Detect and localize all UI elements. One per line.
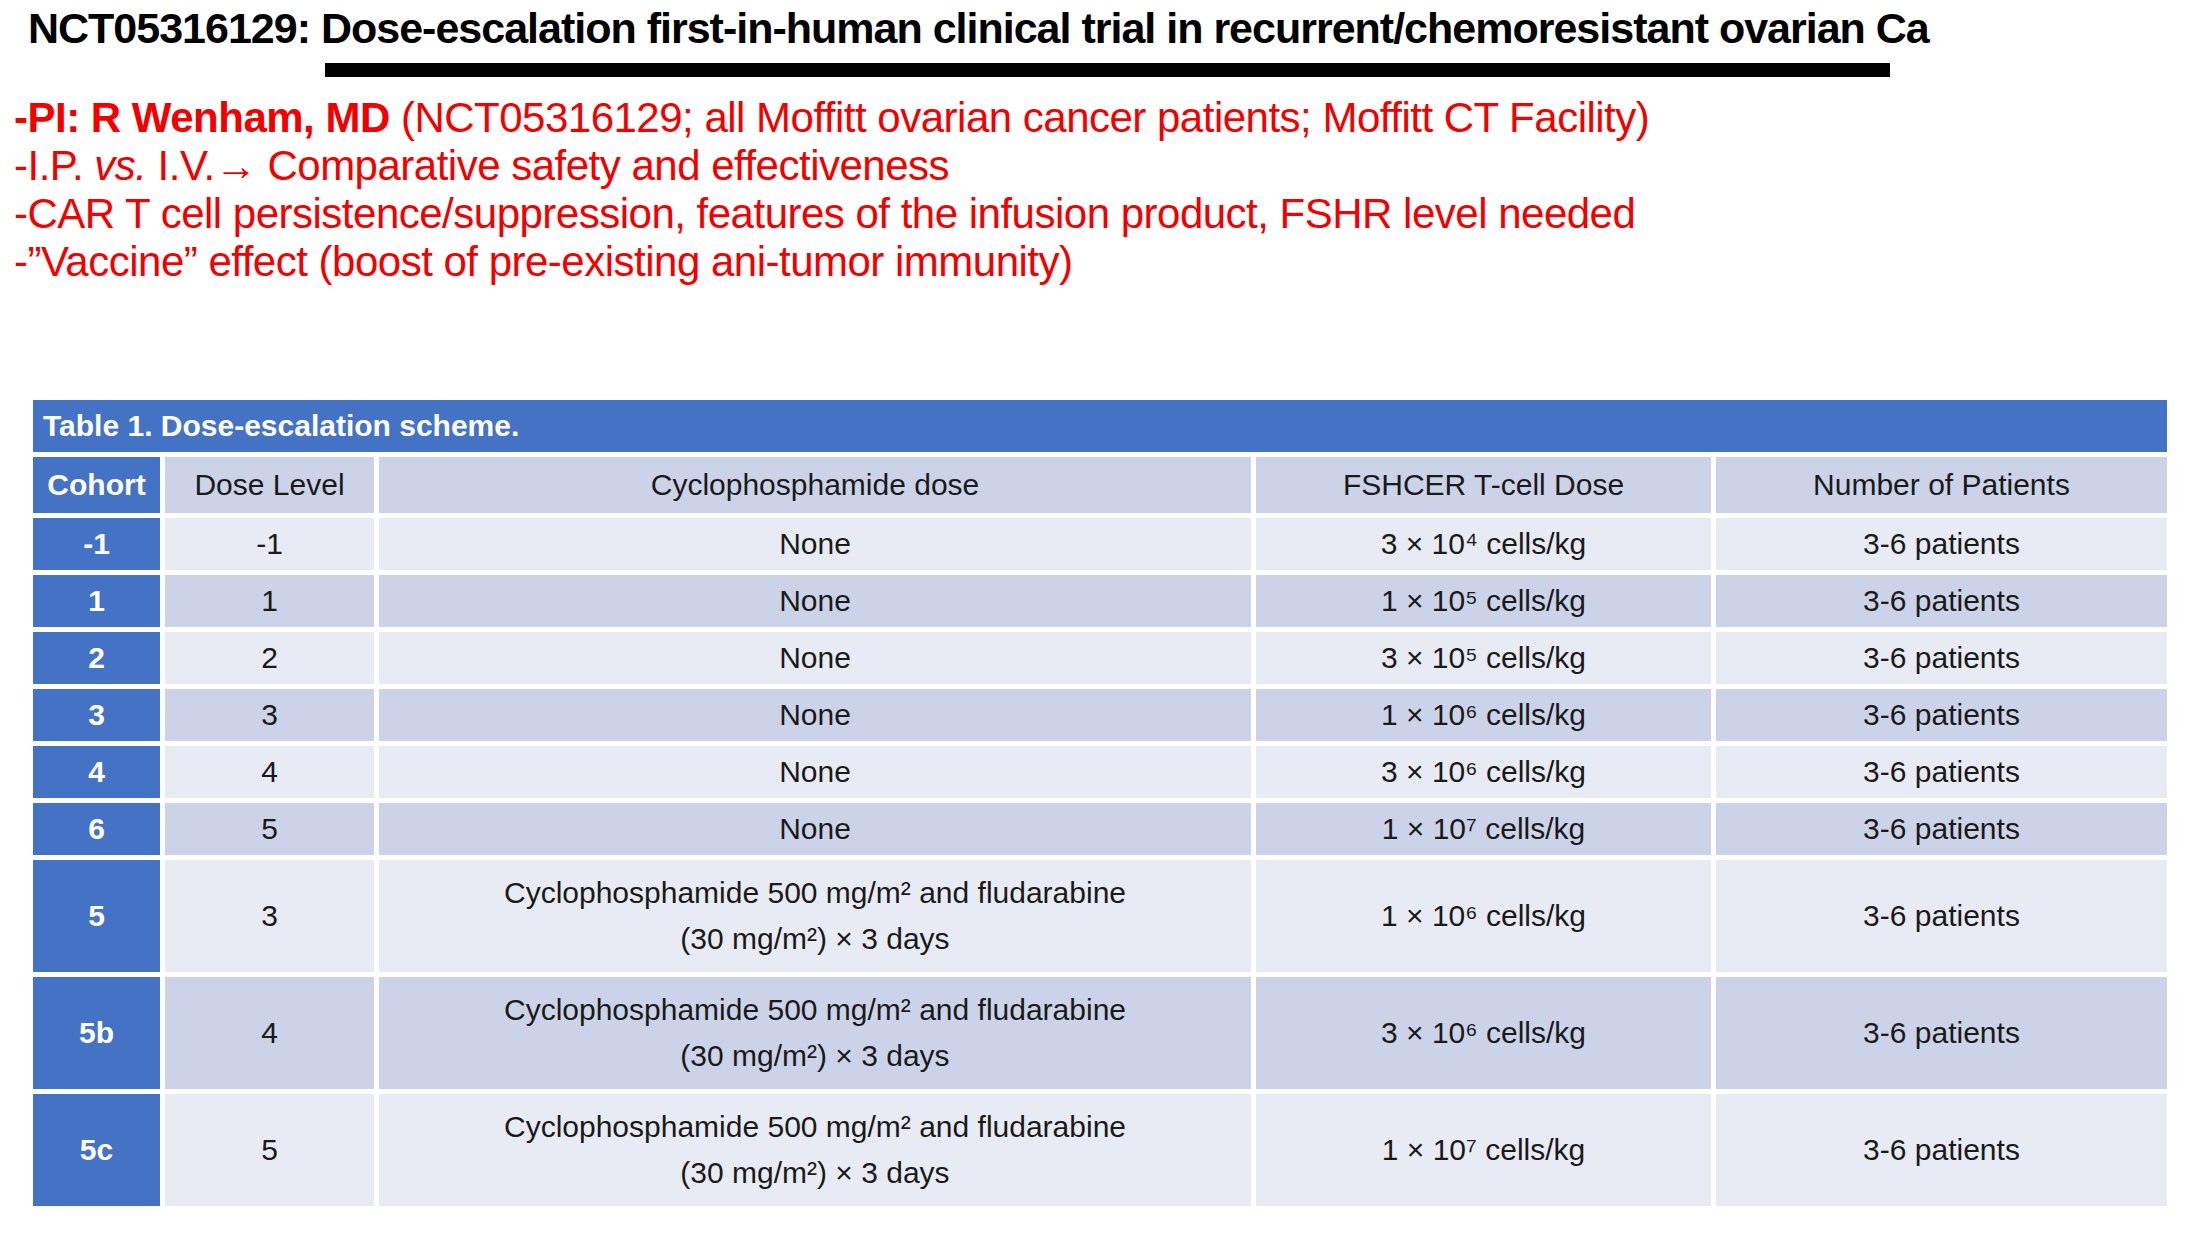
table-row: 1 1 None 1 × 10⁵ cells/kg 3-6 patients [33,575,2167,627]
cell-dose-level: 5 [165,803,374,855]
bullet-vaccine-line: -”Vaccine” effect (boost of pre-existing… [14,238,2184,286]
cell-cohort: 4 [33,746,160,798]
cell-cyclophosphamide: Cyclophosphamide 500 mg/m² and fludarabi… [379,860,1251,972]
route-pre: -I.P. [14,142,94,189]
cell-cyclophosphamide: None [379,689,1251,741]
cyclo-text-line1: Cyclophosphamide 500 mg/m² and fludarabi… [504,987,1126,1033]
cell-cyclophosphamide: None [379,746,1251,798]
cyclo-text: None [779,527,851,561]
header-fshcer-tcell-dose: FSHCER T-cell Dose [1256,457,1711,513]
cell-patients: 3-6 patients [1716,746,2167,798]
header-dose-level: Dose Level [165,457,374,513]
cell-cohort: 5b [33,977,160,1089]
cell-cohort: 3 [33,689,160,741]
cell-cyclophosphamide: Cyclophosphamide 500 mg/m² and fludarabi… [379,977,1251,1089]
cell-patients: 3-6 patients [1716,518,2167,570]
title-underline-bar [325,63,1890,77]
cell-dose-level: 1 [165,575,374,627]
cyclo-text-line1: Cyclophosphamide 500 mg/m² and fludarabi… [504,870,1126,916]
cell-tcell-dose: 1 × 10⁷ cells/kg [1256,1094,1711,1206]
cell-tcell-dose: 1 × 10⁶ cells/kg [1256,689,1711,741]
table-row: 6 5 None 1 × 10⁷ cells/kg 3-6 patients [33,803,2167,855]
table-caption: Table 1. Dose-escalation scheme. [33,400,2167,452]
cell-dose-level: 2 [165,632,374,684]
cell-patients: 3-6 patients [1716,803,2167,855]
table-row: 5c 5 Cyclophosphamide 500 mg/m² and flud… [33,1094,2167,1206]
bullet-pi-line: -PI: R Wenham, MD (NCT05316129; all Moff… [14,94,2184,142]
cyclo-text: None [779,641,851,675]
cell-dose-level: 3 [165,689,374,741]
route-post: I.V.→ Comparative safety and effectivene… [146,142,949,189]
cell-patients: 3-6 patients [1716,1094,2167,1206]
cell-dose-level: 4 [165,746,374,798]
cyclo-text-line2: (30 mg/m²) × 3 days [680,1033,949,1079]
table-row: 2 2 None 3 × 10⁵ cells/kg 3-6 patients [33,632,2167,684]
cell-cyclophosphamide: None [379,575,1251,627]
cell-tcell-dose: 3 × 10⁶ cells/kg [1256,746,1711,798]
cyclo-text-line2: (30 mg/m²) × 3 days [680,916,949,962]
cell-cyclophosphamide: None [379,632,1251,684]
cell-cyclophosphamide: None [379,803,1251,855]
table-row: 5b 4 Cyclophosphamide 500 mg/m² and flud… [33,977,2167,1089]
slide-title: NCT05316129: Dose-escalation first-in-hu… [28,4,2188,53]
header-cohort: Cohort [33,457,160,513]
table-row: 5 3 Cyclophosphamide 500 mg/m² and fluda… [33,860,2167,972]
cell-cohort: -1 [33,518,160,570]
header-number-of-patients: Number of Patients [1716,457,2167,513]
cyclo-text: None [779,812,851,846]
cell-tcell-dose: 1 × 10⁵ cells/kg [1256,575,1711,627]
cell-cohort: 1 [33,575,160,627]
cyclo-text: None [779,584,851,618]
cyclo-text: None [779,698,851,732]
cell-dose-level: -1 [165,518,374,570]
cell-patients: 3-6 patients [1716,689,2167,741]
header-cyclophosphamide-dose: Cyclophosphamide dose [379,457,1251,513]
pi-name-bold: -PI: R Wenham, MD [14,94,390,141]
table-row: 4 4 None 3 × 10⁶ cells/kg 3-6 patients [33,746,2167,798]
cell-cyclophosphamide: None [379,518,1251,570]
cell-dose-level: 3 [165,860,374,972]
cell-tcell-dose: 3 × 10⁵ cells/kg [1256,632,1711,684]
dose-escalation-table: Table 1. Dose-escalation scheme. Cohort … [33,400,2167,1206]
bullet-cart-line: -CAR T cell persistence/suppression, fea… [14,190,2184,238]
cell-cohort: 2 [33,632,160,684]
cell-tcell-dose: 1 × 10⁶ cells/kg [1256,860,1711,972]
cell-tcell-dose: 3 × 10⁶ cells/kg [1256,977,1711,1089]
cyclo-text-line1: Cyclophosphamide 500 mg/m² and fludarabi… [504,1104,1126,1150]
cell-cohort: 6 [33,803,160,855]
cell-cohort: 5 [33,860,160,972]
cell-tcell-dose: 3 × 10⁴ cells/kg [1256,518,1711,570]
table-header-row: Cohort Dose Level Cyclophosphamide dose … [33,457,2167,513]
cell-dose-level: 4 [165,977,374,1089]
cell-dose-level: 5 [165,1094,374,1206]
cyclo-text: None [779,755,851,789]
cell-patients: 3-6 patients [1716,860,2167,972]
bullet-route-line: -I.P. vs. I.V.→ Comparative safety and e… [14,142,2184,190]
cell-patients: 3-6 patients [1716,575,2167,627]
cell-cyclophosphamide: Cyclophosphamide 500 mg/m² and fludarabi… [379,1094,1251,1206]
cell-cohort: 5c [33,1094,160,1206]
cell-tcell-dose: 1 × 10⁷ cells/kg [1256,803,1711,855]
table-row: -1 -1 None 3 × 10⁴ cells/kg 3-6 patients [33,518,2167,570]
table-row: 3 3 None 1 × 10⁶ cells/kg 3-6 patients [33,689,2167,741]
cell-patients: 3-6 patients [1716,632,2167,684]
highlight-bullet-list: -PI: R Wenham, MD (NCT05316129; all Moff… [14,94,2184,286]
cell-patients: 3-6 patients [1716,977,2167,1089]
route-vs-italic: vs. [94,142,146,189]
pi-detail: (NCT05316129; all Moffitt ovarian cancer… [390,94,1650,141]
cyclo-text-line2: (30 mg/m²) × 3 days [680,1150,949,1196]
